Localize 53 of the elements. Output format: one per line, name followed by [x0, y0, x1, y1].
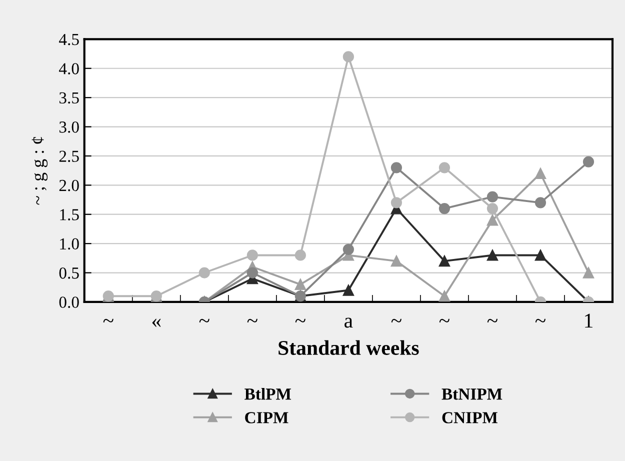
x-tick-label: ~ [199, 318, 210, 322]
x-axis-title: Standard weeks [278, 340, 419, 355]
x-tick-label: ~ [487, 318, 498, 322]
point [102, 290, 114, 302]
point [486, 214, 498, 226]
point [534, 250, 546, 261]
point [438, 256, 450, 267]
x-tick-label: « [152, 318, 161, 327]
y-tick-label: 4.0 [59, 63, 79, 74]
point [486, 250, 498, 261]
x-tick-label: ~ [439, 318, 450, 322]
legend-label: BtNIPM [442, 388, 502, 400]
y-tick-label: 4.5 [59, 34, 79, 46]
x-tick-label: ~ [247, 318, 258, 322]
point [582, 267, 594, 278]
point [246, 267, 258, 278]
x-tick-label: a [344, 318, 353, 328]
point [150, 290, 162, 302]
point [390, 256, 402, 267]
y-tick-label: 0.0 [59, 296, 79, 308]
point [246, 250, 258, 261]
point [582, 156, 594, 168]
x-tick-label: 1 [585, 314, 592, 328]
legend-label: CIPM [245, 412, 288, 424]
y-tick-label: 1.5 [60, 209, 79, 220]
point [294, 250, 306, 261]
y-axis-title: ~ ; g g : ȼ [32, 136, 48, 205]
point [438, 162, 450, 174]
point [486, 191, 498, 202]
legend-label: CNIPM [442, 412, 498, 424]
point [294, 278, 306, 290]
point [390, 197, 402, 208]
point [534, 197, 546, 208]
y-tick-label: 2.0 [59, 180, 79, 192]
legend-label: BtlPM [244, 388, 292, 400]
point [486, 202, 498, 214]
point [390, 162, 402, 174]
point [342, 51, 354, 62]
point [342, 244, 354, 255]
x-tick-label: ~ [535, 318, 546, 322]
point [534, 168, 546, 180]
y-tick-label: 1.0 [60, 238, 79, 250]
point [438, 290, 450, 302]
point [438, 202, 450, 214]
x-tick-label: ~ [295, 318, 306, 322]
y-tick-label: 2.5 [59, 150, 79, 162]
point [342, 284, 354, 296]
y-tick-label: 3.5 [59, 92, 79, 104]
y-tick-label: 0.5 [59, 267, 79, 279]
y-tick-label: 3.0 [59, 121, 79, 133]
point [198, 267, 210, 278]
x-tick-label: ~ [103, 318, 114, 322]
x-tick-label: ~ [391, 318, 402, 322]
